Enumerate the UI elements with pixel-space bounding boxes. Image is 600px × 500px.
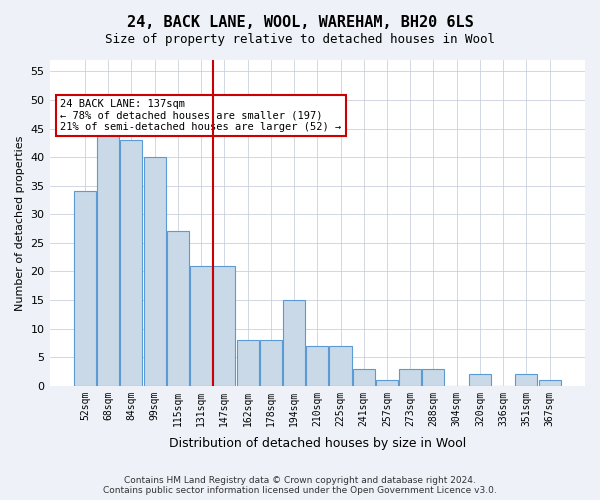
Bar: [121, 140, 142, 386]
Bar: [143, 157, 166, 386]
Bar: [376, 380, 398, 386]
Bar: [399, 368, 421, 386]
Text: Size of property relative to detached houses in Wool: Size of property relative to detached ho…: [105, 32, 495, 46]
Text: 24, BACK LANE, WOOL, WAREHAM, BH20 6LS: 24, BACK LANE, WOOL, WAREHAM, BH20 6LS: [127, 15, 473, 30]
Bar: [353, 368, 375, 386]
Bar: [213, 266, 235, 386]
Bar: [283, 300, 305, 386]
Bar: [306, 346, 328, 386]
Y-axis label: Number of detached properties: Number of detached properties: [15, 135, 25, 310]
Bar: [329, 346, 352, 386]
Bar: [539, 380, 560, 386]
Bar: [422, 368, 445, 386]
Text: 24 BACK LANE: 137sqm
← 78% of detached houses are smaller (197)
21% of semi-deta: 24 BACK LANE: 137sqm ← 78% of detached h…: [60, 99, 341, 132]
X-axis label: Distribution of detached houses by size in Wool: Distribution of detached houses by size …: [169, 437, 466, 450]
Bar: [74, 192, 96, 386]
Bar: [167, 232, 189, 386]
Bar: [469, 374, 491, 386]
Bar: [260, 340, 282, 386]
Text: Contains HM Land Registry data © Crown copyright and database right 2024.
Contai: Contains HM Land Registry data © Crown c…: [103, 476, 497, 495]
Bar: [515, 374, 538, 386]
Bar: [97, 128, 119, 386]
Bar: [190, 266, 212, 386]
Bar: [236, 340, 259, 386]
